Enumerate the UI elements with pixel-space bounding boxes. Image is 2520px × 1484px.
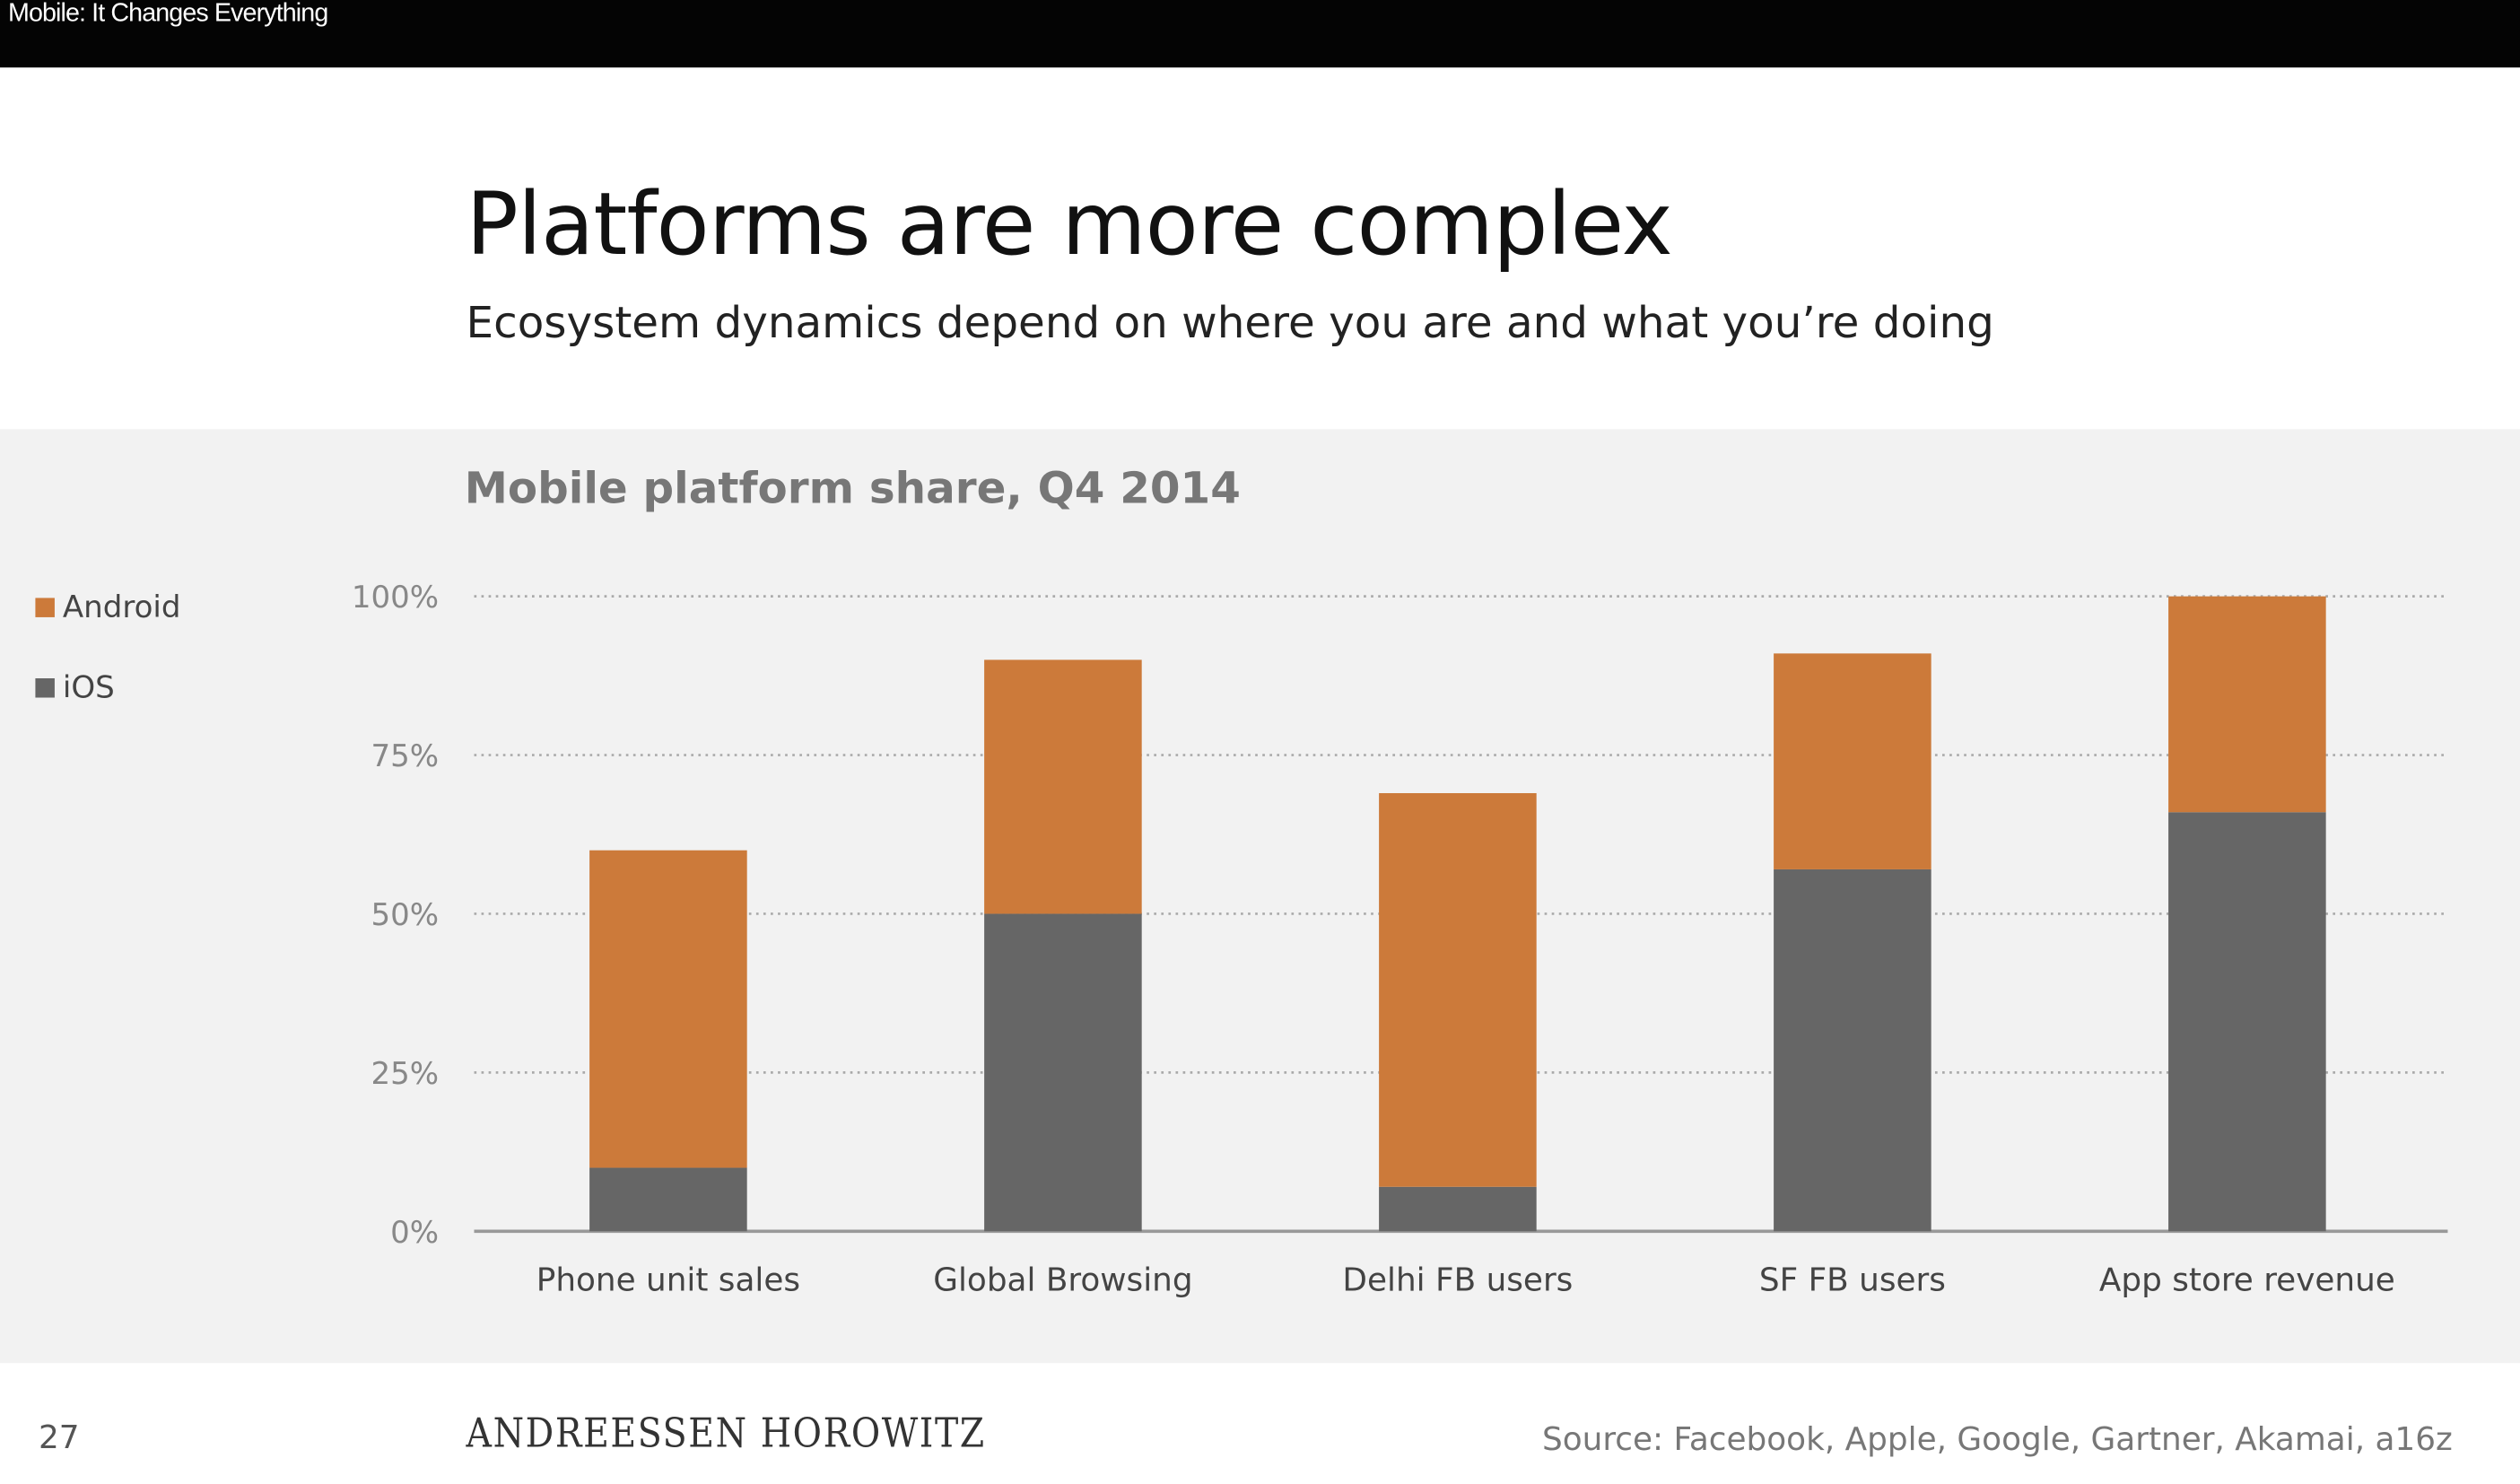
legend-swatch-android bbox=[35, 598, 55, 617]
y-tick-label: 25% bbox=[371, 1056, 439, 1092]
y-tick-label: 75% bbox=[371, 738, 439, 774]
legend-item-ios: iOS bbox=[35, 670, 115, 706]
slide-title: Platforms are more complex bbox=[466, 173, 1673, 275]
slide-subtitle: Ecosystem dynamics depend on where you a… bbox=[466, 299, 1994, 349]
bar-android bbox=[1379, 793, 1537, 1187]
bar-android bbox=[2168, 596, 2326, 813]
y-tick-label: 50% bbox=[371, 897, 439, 933]
bar-android bbox=[984, 659, 1142, 914]
legend-label: iOS bbox=[62, 670, 115, 706]
x-tick-label: App store revenue bbox=[2099, 1262, 2395, 1299]
source-note: Source: Facebook, Apple, Google, Gartner… bbox=[1541, 1419, 2453, 1458]
legend-label: Android bbox=[62, 589, 181, 625]
bar-android bbox=[589, 850, 747, 1168]
logo: ANDREESSEN HOROWITZ bbox=[466, 1410, 986, 1457]
bar-ios bbox=[1774, 869, 1931, 1232]
legend-swatch-ios bbox=[35, 678, 55, 698]
bar-ios bbox=[984, 913, 1142, 1232]
page-number: 27 bbox=[38, 1418, 80, 1457]
x-tick-label: Global Browsing bbox=[933, 1262, 1192, 1299]
x-tick-label: Phone unit sales bbox=[536, 1262, 800, 1299]
bar-ios bbox=[2168, 812, 2326, 1232]
window-title-bar: Mobile: It Changes Everything bbox=[0, 0, 2520, 68]
legend-item-android: Android bbox=[35, 589, 181, 625]
y-tick-label: 100% bbox=[352, 580, 439, 615]
x-tick-label: SF FB users bbox=[1759, 1262, 1946, 1299]
bar-android bbox=[1774, 653, 1931, 869]
chart-panel bbox=[0, 429, 2520, 1364]
x-tick-label: Delhi FB users bbox=[1342, 1262, 1573, 1299]
chart-title: Mobile platform share, Q4 2014 bbox=[464, 464, 1241, 515]
y-tick-label: 0% bbox=[390, 1215, 439, 1251]
window-title: Mobile: It Changes Everything bbox=[7, 0, 328, 28]
bar-ios bbox=[1379, 1186, 1537, 1232]
bar-ios bbox=[589, 1167, 747, 1232]
